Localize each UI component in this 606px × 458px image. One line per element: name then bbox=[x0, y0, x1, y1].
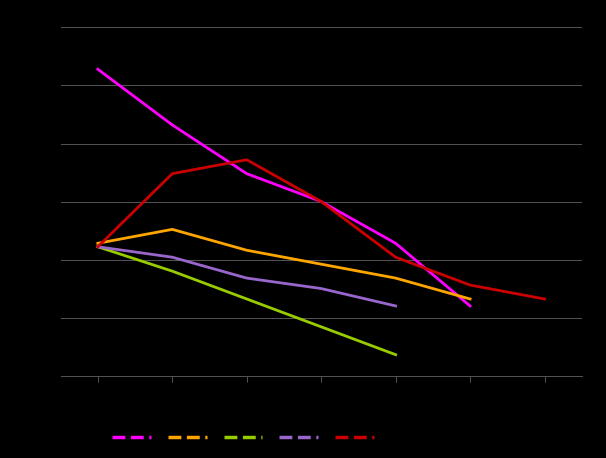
Legend: , , , , : , , , , bbox=[113, 431, 373, 445]
